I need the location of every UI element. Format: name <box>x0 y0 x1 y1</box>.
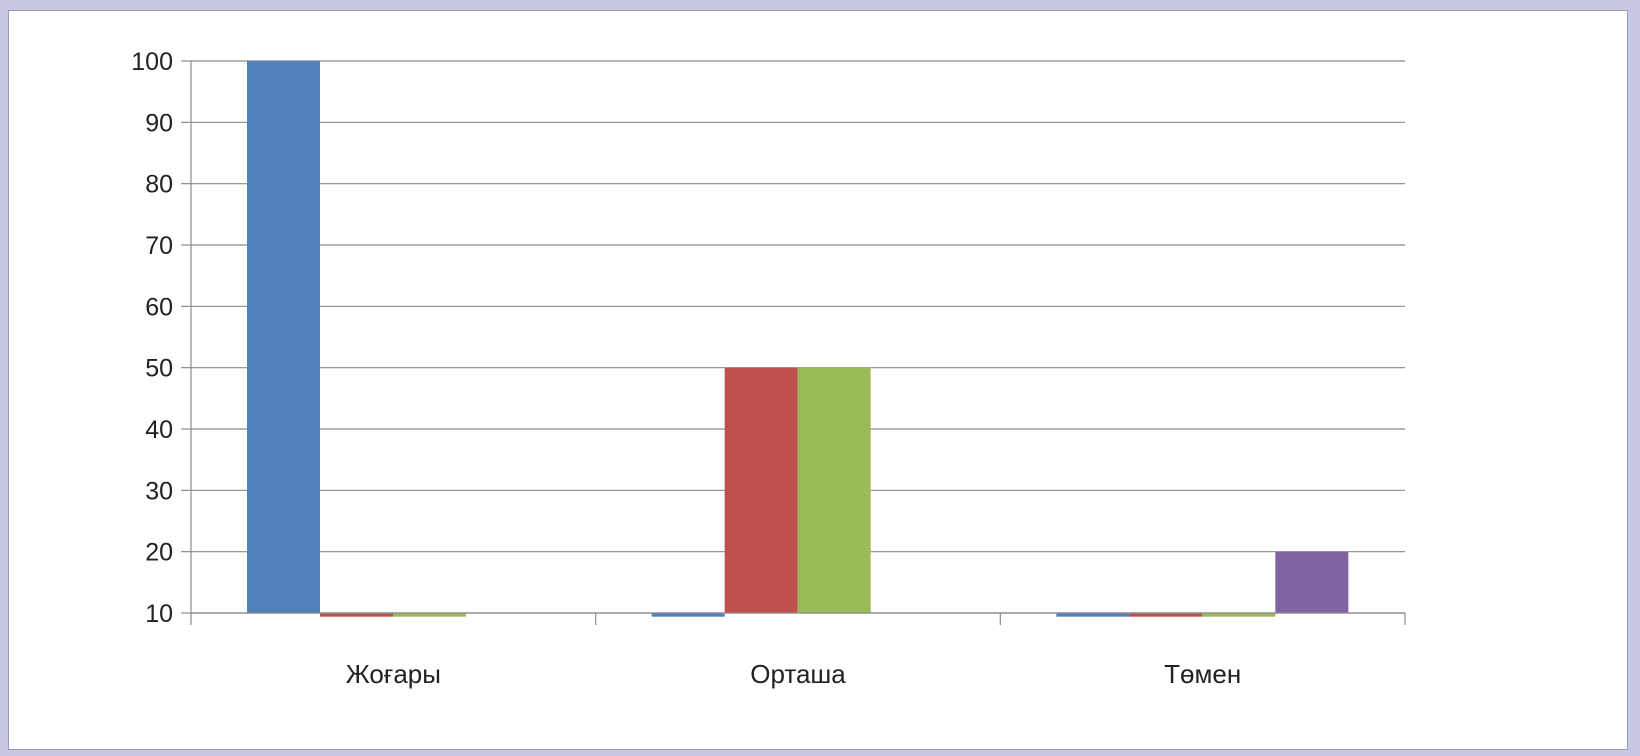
bar <box>1202 613 1276 617</box>
y-tick-label: 30 <box>145 477 173 505</box>
y-tick-label: 100 <box>131 48 173 76</box>
x-tick-label: Жоғары <box>346 659 441 689</box>
y-tick-label: 20 <box>145 539 173 567</box>
bar <box>797 367 871 613</box>
bar <box>724 367 798 613</box>
bar <box>247 61 320 613</box>
y-axis-ticks: 10 20 30 40 50 60 70 80 90 100 <box>131 48 192 628</box>
y-tick-label: 40 <box>145 416 173 444</box>
y-tick-label: 60 <box>145 293 173 321</box>
x-tick-label: Төмен <box>1164 659 1241 689</box>
bar <box>651 613 725 617</box>
bars <box>247 61 1349 617</box>
y-tick-label: 90 <box>145 109 173 137</box>
bar <box>1056 613 1130 617</box>
chart-frame: 10 20 30 40 50 60 70 80 90 100 Жоғары Орташа Төмен <box>8 10 1628 750</box>
bar-chart: 10 20 30 40 50 60 70 80 90 100 Жоғары Орташа Төмен <box>131 48 1406 689</box>
y-tick-label: 10 <box>145 600 173 628</box>
bar <box>320 613 393 617</box>
y-tick-label: 50 <box>145 355 173 383</box>
x-axis-labels: Жоғары Орташа Төмен <box>346 659 1241 689</box>
x-tick-label: Орташа <box>750 659 846 689</box>
bar <box>393 613 466 617</box>
bar <box>1275 551 1349 613</box>
x-axis <box>190 612 1406 625</box>
bar <box>1129 613 1203 617</box>
y-tick-label: 70 <box>145 232 173 260</box>
y-tick-label: 80 <box>145 171 173 199</box>
